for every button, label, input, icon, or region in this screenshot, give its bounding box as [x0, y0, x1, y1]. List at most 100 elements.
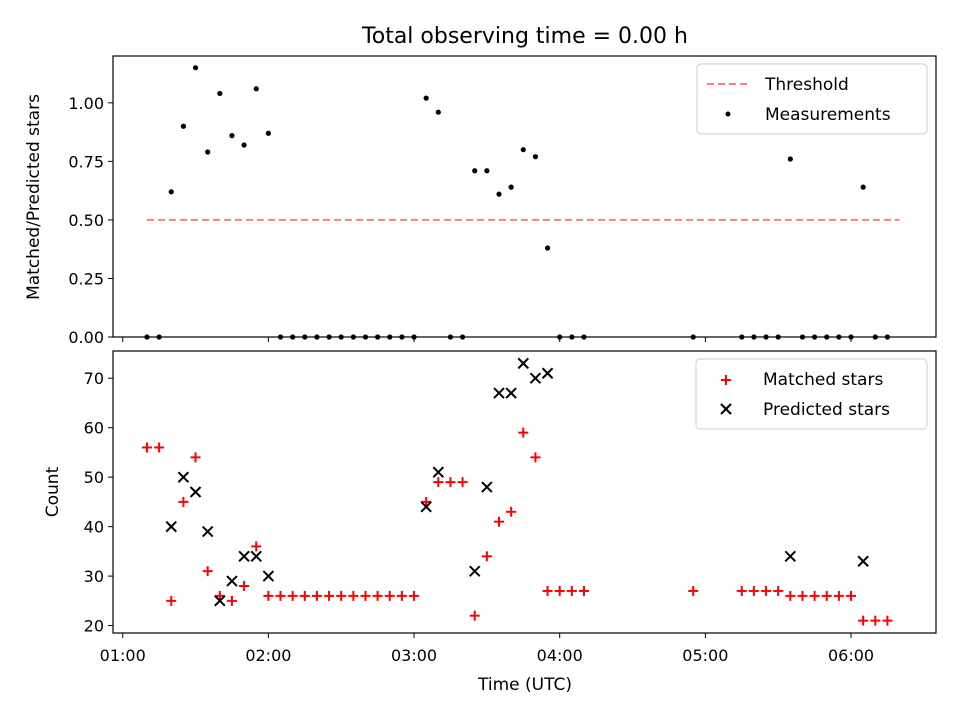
matched-stars-point — [736, 585, 747, 596]
predicted-stars-point — [262, 570, 275, 582]
matched-stars-point — [433, 477, 444, 488]
predicted-stars-point — [432, 466, 445, 478]
predicted-stars-point — [529, 372, 542, 384]
threshold-legend-label: Threshold — [764, 75, 849, 95]
matched-stars-point — [748, 585, 759, 596]
bottom-panel: Count Time (UTC) 20 30 40 50 60 70 01:00 02:00… — [43, 350, 937, 695]
bottom-y-tick-label: 30 — [84, 567, 104, 586]
predicted-stars-point — [784, 550, 797, 563]
matched-stars-point — [214, 590, 225, 601]
bottom-legend: Matched stars Predicted stars — [695, 358, 928, 430]
measurements-point — [472, 168, 478, 174]
bottom-plot-area — [141, 357, 893, 626]
measurements-point — [241, 142, 247, 148]
matched-stars-point — [457, 477, 468, 488]
matched-stars-point — [578, 585, 589, 596]
measurements-point — [532, 154, 539, 160]
predicted-stars-point — [420, 501, 432, 513]
bottom-y-ticks: 20 30 40 50 60 70 — [84, 369, 113, 636]
bottom-y-tick-label: 70 — [84, 369, 104, 388]
measurements-point — [423, 95, 429, 101]
matched-stars-point — [409, 590, 420, 601]
top-y-tick-label: 0.00 — [68, 328, 104, 347]
x-tick-label: 04:00 — [537, 646, 583, 665]
matched-stars-point — [518, 427, 529, 438]
predicted-stars-point — [250, 550, 262, 563]
top-y-tick-label: 0.25 — [68, 269, 104, 288]
predicted-stars-point — [201, 525, 214, 538]
x-tick-label: 02:00 — [245, 646, 291, 665]
measurements-point — [496, 191, 502, 197]
matched-stars-point — [226, 595, 237, 606]
matched-stars-legend-label: Matched stars — [763, 370, 883, 390]
predicted-stars-point — [469, 565, 481, 577]
matched-stars-point — [797, 590, 808, 601]
matched-stars-point — [761, 585, 772, 596]
x-tick-label: 01:00 — [100, 646, 146, 665]
top-y-axis-label: Matched/Predicted stars — [24, 94, 44, 300]
matched-stars-point — [384, 590, 395, 601]
matched-stars-point — [336, 590, 347, 601]
bottom-x-axis-label: Time (UTC) — [477, 675, 572, 695]
matched-stars-point — [566, 585, 577, 596]
measurements-point — [253, 86, 259, 92]
matched-stars-point — [494, 516, 505, 527]
top-y-tick-label: 1.00 — [68, 94, 104, 113]
matched-stars-point — [785, 590, 796, 601]
measurements-point — [192, 65, 199, 71]
bottom-y-tick-label: 20 — [84, 617, 104, 636]
measurements-point — [860, 184, 866, 190]
top-y-tick-label: 0.50 — [68, 211, 104, 230]
predicted-stars-legend-label: Predicted stars — [763, 400, 890, 420]
predicted-stars-point — [226, 575, 238, 587]
x-tick-label: 03:00 — [391, 646, 437, 665]
top-plot-area — [144, 65, 900, 340]
matched-stars-point — [311, 590, 322, 601]
matched-stars-point — [166, 595, 177, 606]
top-chart-title: Total observing time = 0.00 h — [361, 24, 688, 49]
matched-stars-point — [251, 541, 262, 552]
predicted-stars-point — [238, 550, 250, 563]
matched-stars-point — [833, 590, 844, 601]
measurements-point — [168, 189, 174, 195]
matched-stars-point — [275, 590, 286, 601]
matched-stars-point — [445, 477, 456, 488]
predicted-stars-point — [505, 387, 517, 399]
matched-stars-point — [542, 585, 553, 596]
matched-stars-point — [688, 585, 699, 596]
matched-stars-point — [178, 496, 189, 507]
predicted-stars-point — [214, 595, 226, 607]
measurements-point — [508, 184, 514, 190]
predicted-stars-point — [517, 357, 529, 370]
measurements-point — [217, 90, 223, 97]
matched-stars-point — [481, 551, 492, 562]
measurements-point — [205, 149, 211, 155]
x-tick-label: 06:00 — [828, 646, 874, 665]
matched-stars-point — [263, 590, 274, 601]
top-axes-frame — [112, 55, 937, 338]
bottom-y-tick-label: 40 — [84, 518, 104, 537]
bottom-y-tick-label: 50 — [84, 468, 104, 487]
matched-stars-point — [858, 615, 869, 626]
measurements-point — [435, 109, 441, 115]
matched-stars-point — [506, 506, 517, 517]
matched-stars-point — [324, 590, 335, 601]
top-legend: Threshold Measurements — [696, 63, 928, 135]
x-tick-label: 05:00 — [682, 646, 728, 665]
measurements-point — [484, 168, 490, 174]
top-y-tick-label: 0.75 — [68, 152, 104, 171]
matched-stars-point — [554, 585, 565, 596]
top-x-ticks — [122, 337, 852, 342]
matched-stars-point — [190, 452, 201, 463]
matched-stars-point — [348, 590, 359, 601]
top-legend-box — [696, 63, 928, 135]
predicted-stars-point — [177, 471, 190, 483]
measurements-legend-label: Measurements — [765, 105, 891, 125]
matched-stars-point — [821, 590, 832, 601]
matched-stars-point — [882, 615, 893, 626]
matched-stars-point — [870, 615, 881, 626]
measurements-point — [229, 133, 235, 139]
measurements-point — [520, 147, 526, 153]
bottom-legend-box — [695, 358, 928, 430]
matched-stars-legend-swatch — [721, 375, 731, 385]
